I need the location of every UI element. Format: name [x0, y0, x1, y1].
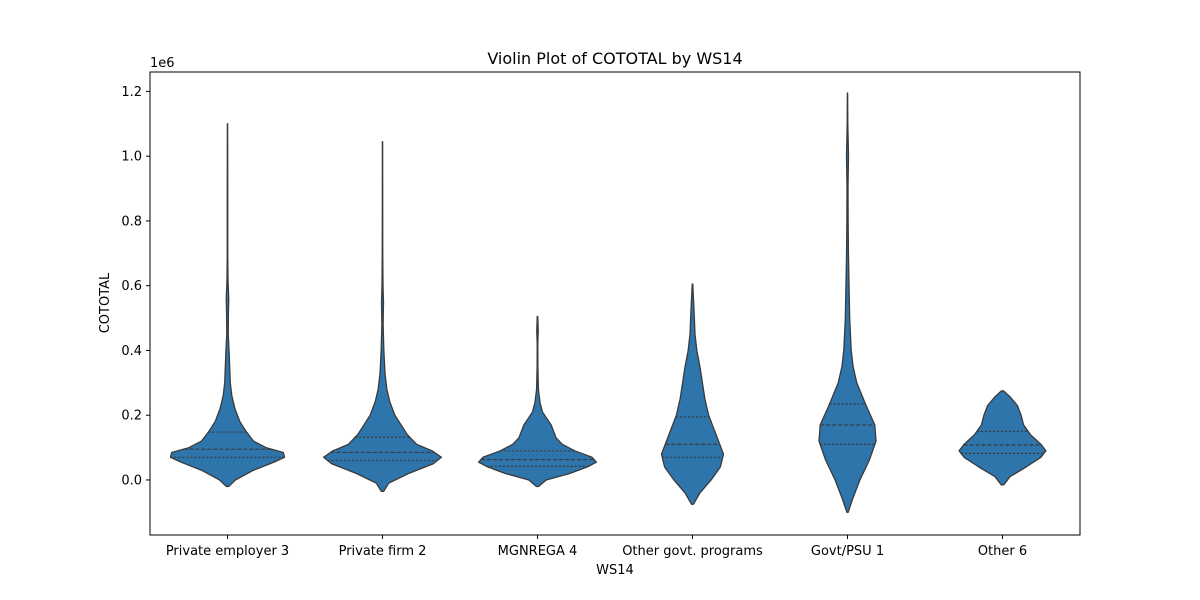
x-axis-label: WS14: [596, 563, 634, 578]
x-tick-label: Other 6: [978, 544, 1027, 559]
violins-group: [169, 92, 1047, 513]
violin-body: [169, 123, 286, 488]
y-tick-label: 1.0: [121, 150, 142, 165]
y-axis: 0.0 0.2 0.4 0.6 0.8 1.0 1.2: [121, 85, 150, 488]
violin-body: [660, 283, 725, 505]
x-tick-label: Other govt. programs: [622, 544, 763, 559]
y-tick-label: 0.0: [121, 473, 142, 488]
violin-body: [322, 140, 443, 492]
chart-title: Violin Plot of COTOTAL by WS14: [487, 49, 742, 68]
y-tick-label: 0.8: [121, 214, 142, 229]
y-tick-label: 0.2: [121, 409, 142, 424]
x-tick-label: Private employer 3: [166, 544, 289, 559]
violin-body: [958, 390, 1047, 486]
y-tick-label: 0.4: [121, 344, 142, 359]
x-axis: Private employer 3 Private firm 2 MGNREGA …: [166, 535, 1027, 559]
y-tick-label: 0.6: [121, 279, 142, 294]
y-tick-label: 1.2: [121, 85, 142, 100]
y-axis-label: COTOTAL: [98, 272, 113, 333]
violin-body: [477, 315, 598, 488]
x-tick-label: Private firm 2: [339, 544, 427, 559]
plot-area: [149, 71, 1081, 536]
x-tick-label: MGNREGA 4: [498, 544, 578, 559]
x-tick-label: Govt/PSU 1: [811, 544, 884, 559]
y-offset-label: 1e6: [150, 56, 175, 71]
